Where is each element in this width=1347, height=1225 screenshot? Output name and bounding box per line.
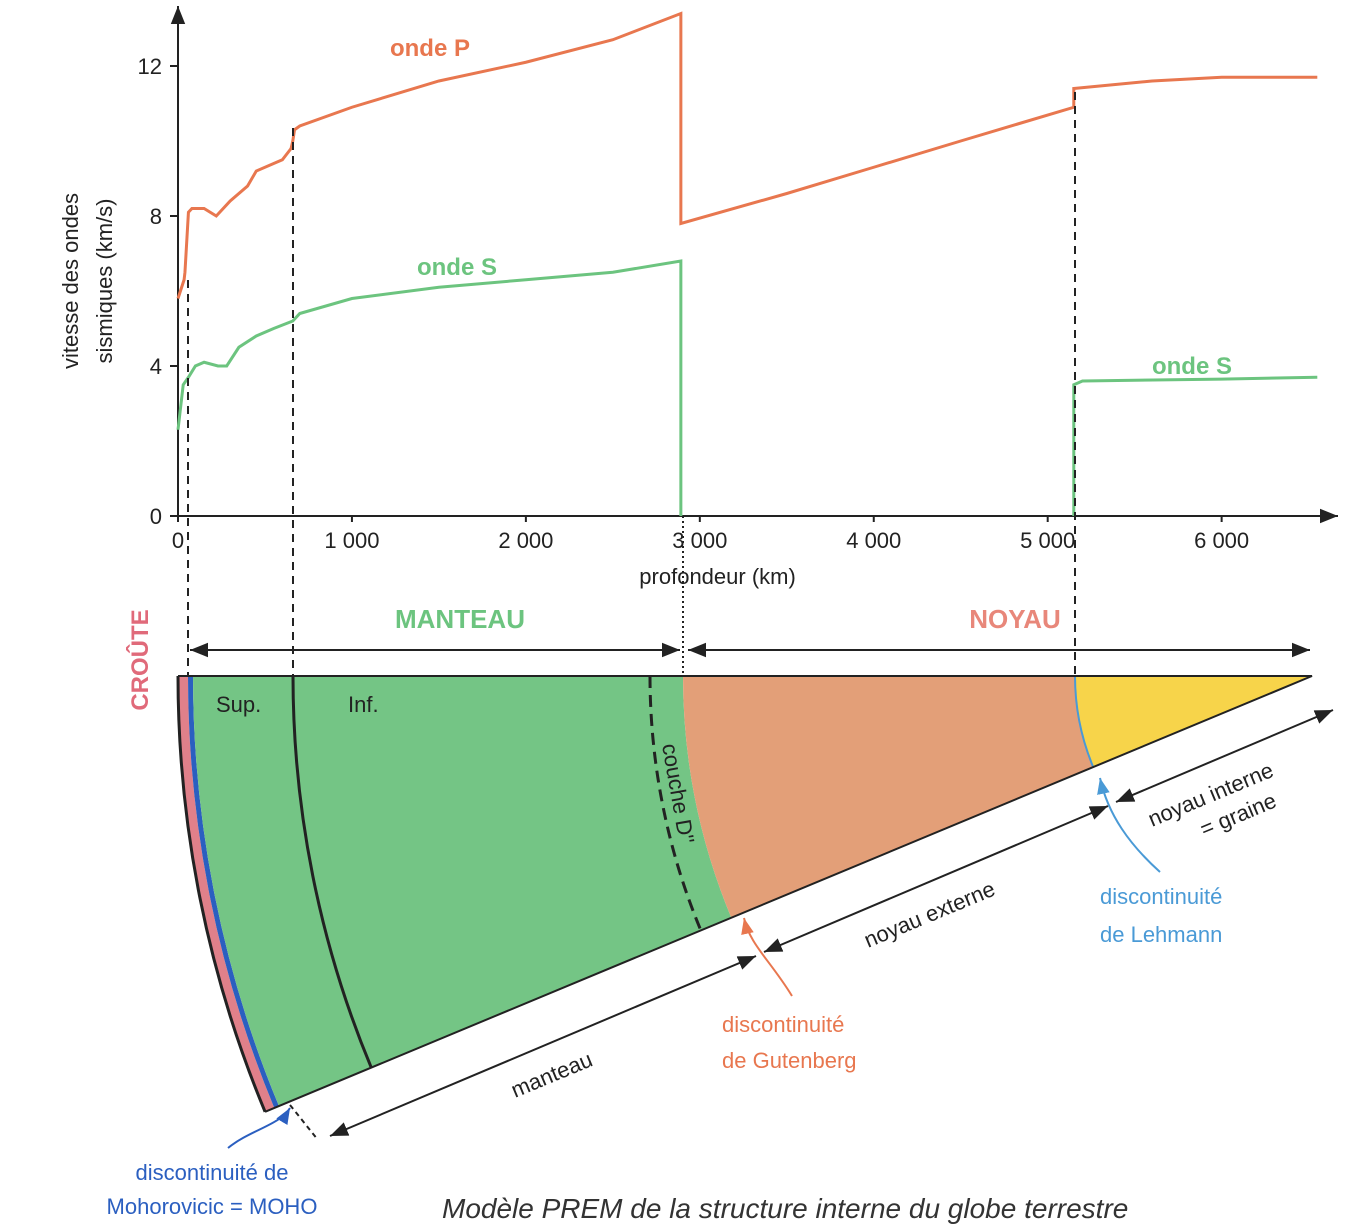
y-tick-label: 0 xyxy=(150,504,162,529)
plot: 0 4 8 12 0 1 000 2 000 3 000 4 000 5 000 6 000 prof… xyxy=(58,6,1338,589)
guide-line xyxy=(290,1105,318,1140)
outer-core xyxy=(683,676,1093,918)
y-tick-label: 4 xyxy=(150,354,162,379)
x-tick-label: 1 000 xyxy=(324,528,379,553)
figure: 0 4 8 12 0 1 000 2 000 3 000 4 000 5 000 6 000 prof… xyxy=(0,0,1347,1225)
y-tick-label: 12 xyxy=(138,54,162,79)
x-tick-label: 4 000 xyxy=(846,528,901,553)
x-tick-label: 3 000 xyxy=(672,528,727,553)
series-line xyxy=(178,14,1317,299)
mantle-label: MANTEAU xyxy=(395,604,525,634)
x-axis-label: profondeur (km) xyxy=(639,564,796,589)
moho-label: Mohorovicic = MOHO xyxy=(107,1194,318,1219)
inner-core xyxy=(1075,676,1312,767)
series-line xyxy=(178,261,1317,516)
gutenberg-label: discontinuité xyxy=(722,1012,844,1037)
moho-label: discontinuité de xyxy=(136,1160,289,1185)
series-label: onde P xyxy=(390,35,470,62)
layer-label: Sup. xyxy=(216,692,261,717)
gutenberg-label: de Gutenberg xyxy=(722,1048,857,1073)
lehmann-label: discontinuité xyxy=(1100,884,1222,909)
x-tick-label: 5 000 xyxy=(1020,528,1075,553)
y-axis-label: sismiques (km/s) xyxy=(92,198,117,363)
lehmann-label: de Lehmann xyxy=(1100,922,1222,947)
layer-label: Inf. xyxy=(348,692,379,717)
y-tick-label: 8 xyxy=(150,204,162,229)
x-tick-label: 6 000 xyxy=(1194,528,1249,553)
dimension-label: noyau externe xyxy=(860,876,998,953)
caption: Modèle PREM de la structure interne du g… xyxy=(442,1193,1128,1224)
leader xyxy=(228,1108,290,1148)
series-label: onde S xyxy=(417,254,497,281)
annotation: onde S xyxy=(1152,353,1232,380)
core-label: NOYAU xyxy=(969,604,1061,634)
x-tick-label: 2 000 xyxy=(498,528,553,553)
crust-label: CROÛTE xyxy=(126,609,154,710)
x-tick-label: 0 xyxy=(172,528,184,553)
y-axis-label: vitesse des ondes xyxy=(58,193,83,369)
mantle xyxy=(193,676,731,1106)
